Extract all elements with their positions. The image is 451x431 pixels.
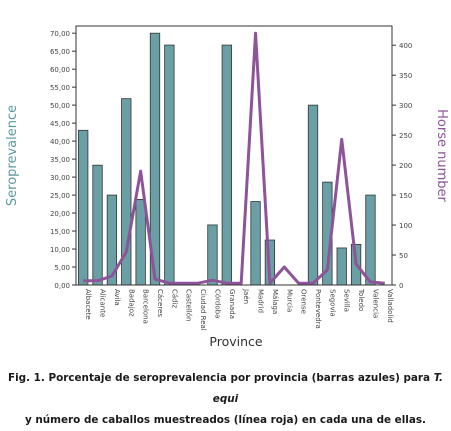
right-tick-label: 300 bbox=[399, 102, 412, 110]
x-tick-label: Pontevedra bbox=[314, 289, 322, 329]
left-tick-label: 50,00 bbox=[50, 102, 70, 110]
left-tick-label: 40,00 bbox=[50, 138, 70, 146]
bar bbox=[251, 202, 260, 285]
left-tick-label: 35,00 bbox=[50, 156, 70, 164]
x-axis-title: Province bbox=[209, 334, 262, 349]
bar bbox=[136, 199, 145, 285]
right-tick-label: 100 bbox=[399, 222, 412, 230]
bar bbox=[222, 45, 231, 285]
right-tick-label: 200 bbox=[399, 162, 412, 170]
x-tick-label: Badajoz bbox=[127, 289, 135, 317]
left-tick-label: 15,00 bbox=[50, 228, 70, 236]
figure-caption: Fig. 1. Porcentaje de seroprevalencia po… bbox=[6, 368, 445, 431]
right-tick-label: 400 bbox=[399, 42, 412, 50]
left-tick-label: 60,00 bbox=[50, 66, 70, 74]
bar bbox=[165, 45, 174, 285]
left-tick-label: 0,00 bbox=[54, 282, 70, 290]
x-tick-label: Avila bbox=[113, 289, 121, 306]
x-tick-label: Toledo bbox=[357, 288, 365, 311]
x-tick-label: Albacete bbox=[84, 289, 92, 320]
x-tick-label: Valladolid bbox=[386, 289, 394, 323]
right-axis-title: Horse number bbox=[434, 109, 449, 202]
caption-line-1-text: Fig. 1. Porcentaje de seroprevalencia po… bbox=[8, 372, 434, 384]
left-tick-label: 45,00 bbox=[50, 120, 70, 128]
x-tick-label: Segovia bbox=[328, 289, 336, 317]
x-tick-label: Orense bbox=[300, 289, 308, 314]
right-tick-label: 50 bbox=[399, 252, 408, 260]
left-tick-label: 70,00 bbox=[50, 30, 70, 38]
x-tick-label: Ciudad Real bbox=[199, 289, 207, 331]
caption-line-1: Fig. 1. Porcentaje de seroprevalencia po… bbox=[6, 368, 445, 410]
combo-chart: 0,00 5,00 10,00 15,00 20,00 25,00 30,00 35,00 40… bbox=[0, 0, 451, 360]
bar bbox=[93, 165, 102, 285]
left-axis-title: Seroprevalence bbox=[5, 105, 20, 206]
x-tick-label: Cáceres bbox=[156, 289, 164, 317]
x-tick-label: Sevilla bbox=[343, 289, 351, 312]
x-tick-label: Jaén bbox=[242, 288, 250, 304]
left-tick-label: 20,00 bbox=[50, 210, 70, 218]
left-tick-label: 10,00 bbox=[50, 246, 70, 254]
right-tick-label: 350 bbox=[399, 72, 412, 80]
x-tick-label: Granada bbox=[228, 289, 236, 319]
left-tick-label: 25,00 bbox=[50, 192, 70, 200]
right-tick-label: 250 bbox=[399, 132, 412, 140]
left-tick-label: 5,00 bbox=[54, 264, 70, 272]
x-tick-label: Barcelona bbox=[142, 289, 150, 324]
x-tick-label: Málaga bbox=[271, 289, 279, 314]
x-tick-label: Castellón bbox=[185, 289, 193, 321]
right-tick-label: 0 bbox=[399, 282, 403, 290]
bar bbox=[308, 105, 317, 285]
left-tick-label: 30,00 bbox=[50, 174, 70, 182]
x-tick-label: Alicante bbox=[99, 289, 107, 317]
x-tick-label: Madrid bbox=[257, 289, 265, 313]
bar bbox=[208, 225, 217, 285]
left-tick-label: 65,00 bbox=[50, 48, 70, 56]
x-tick-label: Valencia bbox=[371, 289, 379, 318]
right-tick-label: 150 bbox=[399, 192, 412, 200]
bar bbox=[366, 195, 375, 285]
bar bbox=[337, 248, 346, 285]
x-tick-label: Murcia bbox=[285, 289, 293, 312]
x-tick-label: Cádiz bbox=[170, 289, 178, 309]
x-tick-label: Córdoba bbox=[213, 289, 221, 318]
left-tick-label: 55,00 bbox=[50, 84, 70, 92]
bar bbox=[78, 130, 87, 285]
caption-line-2: y número de caballos muestreados (línea … bbox=[6, 410, 445, 431]
